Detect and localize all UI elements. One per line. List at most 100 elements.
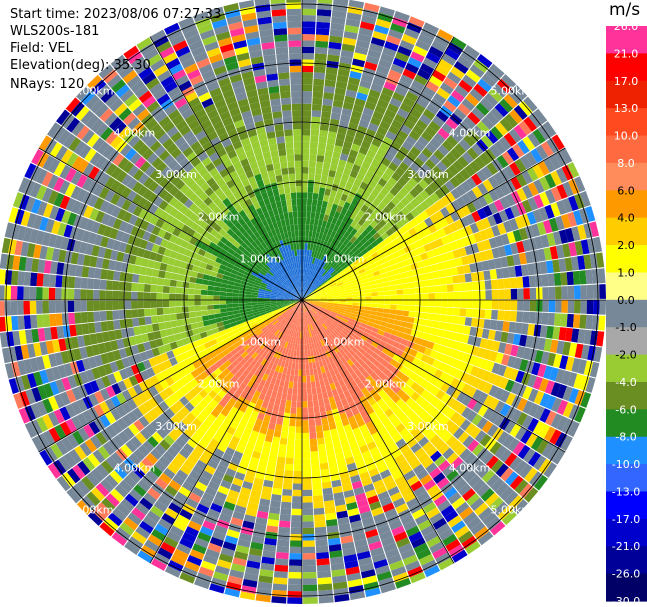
velocity-bin <box>326 229 333 237</box>
velocity-bin <box>243 514 256 524</box>
velocity-bin <box>309 148 318 156</box>
velocity-bin <box>256 329 263 336</box>
velocity-bin <box>59 406 71 421</box>
velocity-bin <box>314 314 319 320</box>
velocity-bin <box>110 340 119 351</box>
velocity-bin <box>226 262 235 270</box>
velocity-bin <box>400 514 415 526</box>
velocity-bin <box>283 298 290 300</box>
velocity-bin <box>326 202 333 210</box>
velocity-bin <box>369 388 378 398</box>
velocity-bin <box>441 139 454 152</box>
velocity-bin <box>316 564 331 572</box>
velocity-bin <box>290 534 302 541</box>
velocity-bin <box>312 315 317 322</box>
velocity-bin <box>71 484 86 500</box>
velocity-bin <box>589 361 600 378</box>
velocity-bin <box>372 110 384 121</box>
velocity-bin <box>360 355 368 363</box>
velocity-bin <box>345 409 354 419</box>
velocity-bin <box>365 367 374 376</box>
velocity-bin <box>410 262 419 271</box>
velocity-bin <box>396 289 404 295</box>
velocity-bin <box>264 353 271 361</box>
velocity-bin <box>434 306 442 315</box>
velocity-bin <box>297 325 300 332</box>
velocity-bin <box>593 346 603 363</box>
velocity-bin <box>54 352 64 366</box>
velocity-bin <box>201 315 210 322</box>
velocity-bin <box>251 351 259 360</box>
velocity-bin <box>142 231 152 241</box>
velocity-bin <box>278 288 286 293</box>
velocity-bin <box>143 400 154 412</box>
velocity-bin <box>343 230 351 239</box>
velocity-bin <box>318 596 334 604</box>
velocity-bin <box>166 446 179 458</box>
velocity-bin <box>42 354 52 369</box>
velocity-bin <box>254 279 262 285</box>
velocity-bin <box>432 546 448 560</box>
velocity-bin <box>365 224 374 233</box>
velocity-bin <box>579 191 591 207</box>
velocity-bin <box>477 78 492 93</box>
velocity-bin <box>87 311 95 323</box>
velocity-bin <box>317 2 333 11</box>
velocity-bin <box>363 456 375 466</box>
velocity-bin <box>310 308 316 315</box>
velocity-bin <box>333 232 340 240</box>
velocity-bin <box>330 347 337 355</box>
velocity-bin <box>481 217 491 229</box>
velocity-bin <box>221 376 230 385</box>
velocity-bin <box>204 367 214 376</box>
velocity-bin <box>551 134 565 151</box>
velocity-bin <box>224 535 239 545</box>
velocity-bin <box>107 373 117 386</box>
velocity-bin <box>414 447 426 459</box>
velocity-bin <box>316 21 331 30</box>
velocity-bin <box>48 427 61 443</box>
velocity-bin <box>337 259 345 266</box>
velocity-bin <box>203 394 214 404</box>
velocity-bin <box>147 259 156 269</box>
velocity-bin <box>393 319 402 326</box>
velocity-bin <box>335 81 348 90</box>
velocity-bin <box>33 371 43 387</box>
velocity-bin <box>438 415 450 427</box>
velocity-bin <box>315 312 321 318</box>
velocity-bin <box>428 75 443 88</box>
velocity-bin <box>252 309 260 314</box>
velocity-bin <box>351 164 361 173</box>
velocity-bin <box>471 377 482 389</box>
velocity-bin <box>226 307 234 312</box>
velocity-bin <box>91 221 101 234</box>
velocity-bin <box>327 277 334 283</box>
velocity-bin <box>462 511 478 525</box>
velocity-bin <box>215 359 224 368</box>
velocity-bin <box>325 66 338 75</box>
velocity-bin <box>420 379 430 389</box>
velocity-bin <box>443 419 455 431</box>
velocity-bin <box>169 300 176 307</box>
velocity-bin <box>194 403 205 413</box>
velocity-bin <box>354 376 362 385</box>
velocity-bin <box>259 342 267 350</box>
velocity-bin <box>497 222 507 235</box>
velocity-bin <box>271 276 278 282</box>
velocity-bin <box>133 326 141 336</box>
velocity-bin <box>314 328 320 335</box>
velocity-bin <box>554 286 562 300</box>
velocity-bin <box>277 316 284 322</box>
velocity-bin <box>327 236 334 244</box>
velocity-bin <box>124 282 132 292</box>
velocity-bin <box>290 349 295 357</box>
velocity-bin <box>559 148 573 164</box>
velocity-bin <box>329 340 336 348</box>
velocity-bin <box>311 470 321 478</box>
velocity-bin <box>262 277 270 283</box>
velocity-bin <box>272 371 279 379</box>
velocity-bin <box>364 435 374 445</box>
velocity-bin <box>283 297 290 299</box>
velocity-bin <box>223 337 231 345</box>
velocity-bin <box>50 443 63 459</box>
